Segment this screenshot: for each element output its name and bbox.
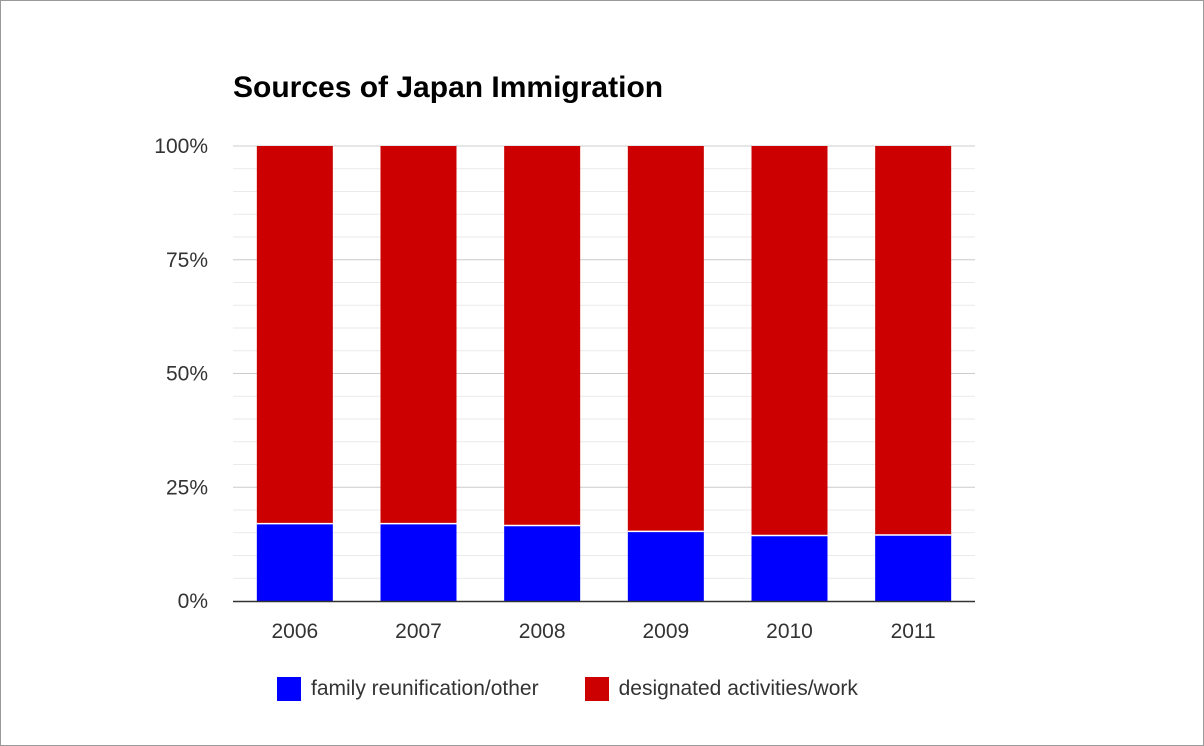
bar-family-2009[interactable] [627,531,704,601]
x-tick-label-2006: 2006 [271,620,318,643]
legend-swatch-family [277,677,301,701]
x-tick-label-2010: 2010 [766,620,813,643]
y-tick-label: 75% [166,249,208,272]
legend-label-family: family reunification/other [311,677,539,700]
legend-item-family[interactable]: family reunification/other [277,677,539,701]
y-tick-label: 100% [154,135,208,158]
bar-family-2011[interactable] [875,535,952,601]
x-tick-label-2007: 2007 [395,620,442,643]
bars [256,146,952,601]
legend-item-work[interactable]: designated activities/work [584,677,858,701]
legend-swatch-work [584,677,609,701]
bar-work-2009[interactable] [627,146,704,532]
x-tick-label-2011: 2011 [891,620,936,643]
bar-work-2011[interactable] [875,146,952,536]
bar-work-2007[interactable] [380,146,457,524]
legend-label-work: designated activities/work [618,677,858,700]
bar-work-2008[interactable] [504,146,581,526]
bar-work-2010[interactable] [751,146,828,536]
x-axis-tick-labels: 2006 2007 2008 2009 2010 2011 [271,620,935,643]
x-tick-label-2009: 2009 [642,620,689,643]
y-tick-label: 0% [178,590,208,613]
bar-work-2006[interactable] [256,146,333,524]
y-tick-label: 50% [166,363,208,386]
x-tick-label-2008: 2008 [519,620,566,643]
chart-title: Sources of Japan Immigration [233,71,664,104]
minor-gridlines [233,168,975,579]
major-gridlines [233,145,975,488]
bar-family-2008[interactable] [504,525,581,601]
bar-family-2010[interactable] [751,535,828,601]
legend: family reunification/other designated ac… [277,677,904,701]
y-axis-tick-labels: 0% 25% 50% 75% 100% [154,135,208,613]
y-tick-label: 25% [166,476,208,499]
bar-family-2006[interactable] [256,523,333,601]
bar-family-2007[interactable] [380,523,457,601]
